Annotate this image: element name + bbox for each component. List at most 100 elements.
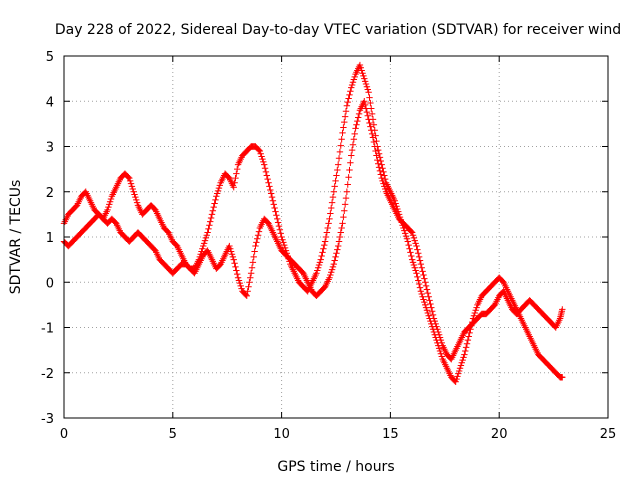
data-point — [436, 334, 444, 341]
data-point — [331, 183, 338, 190]
data-point — [412, 267, 419, 274]
data-point — [227, 248, 235, 255]
data-point — [458, 359, 465, 366]
data-point — [253, 239, 260, 246]
data-point — [250, 253, 257, 261]
data-point — [131, 191, 138, 198]
x-axis-label: GPS time / hours — [277, 459, 394, 475]
data-point — [125, 174, 132, 181]
data-point — [364, 86, 371, 93]
data-point — [345, 174, 352, 181]
data-point — [365, 89, 372, 96]
data-point — [328, 266, 336, 273]
data-point — [408, 229, 416, 236]
data-point — [216, 182, 224, 189]
data-point — [367, 99, 374, 107]
data-point — [270, 201, 277, 208]
data-point — [333, 172, 340, 179]
x-tick-label: 5 — [169, 427, 177, 442]
data-point — [242, 291, 250, 299]
data-point — [368, 110, 376, 118]
data-point — [374, 156, 381, 164]
data-point — [356, 61, 364, 69]
data-point — [334, 246, 341, 253]
data-point — [375, 164, 383, 171]
data-point — [261, 165, 269, 172]
data-point — [326, 274, 333, 281]
data-point — [414, 246, 421, 253]
data-point — [104, 206, 111, 214]
data-point — [403, 235, 411, 243]
data-point — [409, 231, 417, 239]
data-point — [330, 188, 338, 195]
data-point — [341, 201, 349, 208]
data-point — [418, 290, 425, 298]
data-point — [214, 187, 222, 195]
plot-area — [60, 61, 566, 385]
data-point — [559, 306, 566, 313]
data-point — [428, 304, 435, 311]
data-point — [466, 329, 473, 337]
data-point — [210, 203, 217, 211]
data-point — [317, 256, 324, 263]
data-point — [344, 181, 351, 188]
data-point — [268, 193, 276, 201]
data-point — [266, 183, 273, 190]
data-point — [417, 260, 425, 268]
y-tick-label: 2 — [46, 186, 54, 201]
data-point — [260, 158, 267, 166]
data-point — [263, 172, 271, 179]
data-point — [322, 233, 330, 241]
data-point — [420, 271, 427, 279]
data-point — [406, 245, 413, 252]
data-point — [452, 378, 459, 385]
data-point — [433, 323, 440, 330]
data-point — [206, 222, 213, 229]
data-point — [226, 242, 233, 250]
data-point — [362, 80, 370, 88]
data-point — [277, 230, 284, 237]
data-point — [128, 183, 136, 190]
data-point — [335, 155, 343, 162]
data-point — [262, 168, 270, 176]
data-point — [334, 242, 342, 250]
data-point — [280, 239, 287, 246]
data-point — [401, 227, 408, 234]
data-point — [430, 315, 438, 322]
data-point — [421, 298, 428, 306]
data-point — [350, 76, 358, 83]
data-point — [371, 143, 378, 150]
data-point — [338, 136, 345, 143]
data-point — [415, 253, 423, 261]
data-point — [435, 328, 442, 336]
y-tick-label: 1 — [46, 231, 54, 246]
data-point — [355, 110, 363, 118]
data-point — [314, 267, 321, 274]
data-point — [243, 292, 250, 300]
data-point — [233, 267, 240, 274]
data-point — [278, 233, 285, 241]
data-point — [274, 215, 281, 223]
data-point — [328, 204, 335, 212]
data-point — [207, 218, 214, 225]
data-point — [256, 147, 264, 155]
data-point — [337, 142, 344, 149]
data-point — [424, 289, 432, 297]
data-point — [362, 105, 370, 112]
data-point — [260, 161, 268, 168]
data-point — [417, 288, 425, 295]
data-series — [60, 61, 566, 385]
data-point — [418, 264, 425, 271]
data-point — [328, 269, 335, 276]
data-point — [348, 152, 355, 159]
data-point — [331, 257, 338, 264]
data-point — [341, 118, 348, 126]
data-point — [351, 73, 358, 81]
data-point — [370, 138, 378, 146]
data-point — [232, 263, 239, 271]
data-point — [349, 141, 357, 148]
data-point — [464, 336, 472, 344]
x-tick-label: 0 — [60, 427, 68, 442]
data-point — [212, 196, 219, 204]
data-point — [200, 242, 207, 250]
